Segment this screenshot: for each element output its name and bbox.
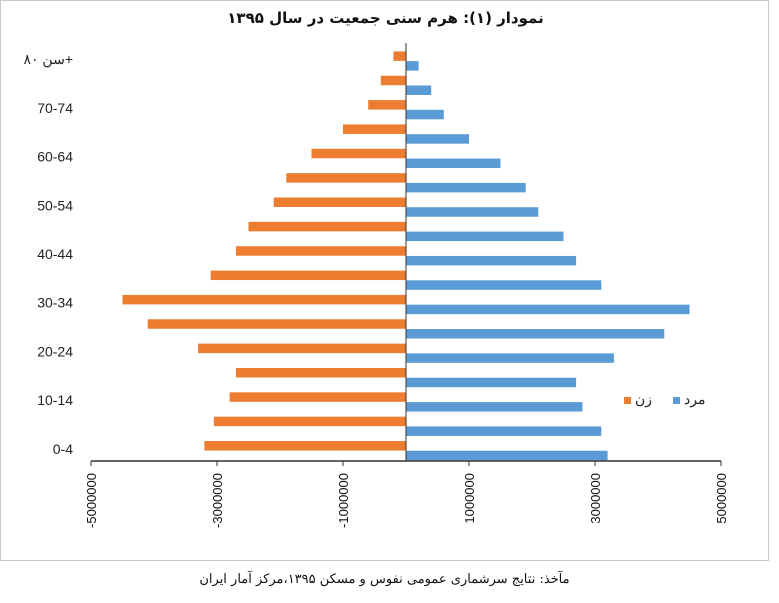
bar-female-7	[210, 270, 406, 281]
x-tick-label: 5000000	[714, 473, 729, 524]
legend-label-female: زن	[635, 391, 652, 408]
bar-male-2	[406, 402, 583, 412]
y-tick-label: 10-14	[37, 392, 73, 408]
y-tick-label: 30-34	[37, 295, 73, 311]
y-tick-label: 40-44	[37, 246, 73, 262]
bar-male-6	[406, 304, 690, 315]
y-tick-label: 60-64	[37, 149, 73, 165]
bar-male-13	[406, 134, 469, 144]
bar-male-1	[406, 426, 602, 436]
y-tick-label: 70-74	[37, 100, 73, 116]
y-tick-label: 20-24	[37, 343, 73, 359]
x-tick-label: 3000000	[588, 473, 603, 524]
bar-male-3	[406, 377, 577, 388]
bar-male-5	[406, 329, 665, 339]
bar-female-6	[122, 294, 406, 305]
legend-swatch-female	[624, 397, 631, 404]
y-tick-label: 0-4	[53, 441, 73, 457]
bar-male-14	[406, 109, 444, 120]
bar-female-10	[273, 197, 406, 208]
legend-label-male: مرد	[684, 391, 705, 408]
bar-male-12	[406, 158, 501, 169]
bar-male-8	[406, 255, 577, 266]
chart-plot: 0-4 10-14 20-24 30-34 40-44 50-54 60-64 70-74 سن…	[23, 43, 729, 528]
bar-female-16	[393, 51, 406, 61]
y-tick-label: سن ۸۰+	[23, 51, 73, 68]
bar-female-2	[229, 392, 406, 402]
x-tick-label: -5000000	[84, 473, 99, 528]
bar-female-4	[198, 343, 406, 354]
bar-male-4	[406, 353, 614, 363]
chart-title: نمودار (۱): هرم سنی جمعیت در سال ۱۳۹۵	[227, 9, 544, 27]
bar-male-15	[406, 85, 432, 95]
bar-female-9	[248, 221, 406, 232]
x-tick-label: -3000000	[210, 473, 225, 528]
bar-female-0	[204, 441, 406, 451]
bar-male-7	[406, 280, 602, 290]
chart-frame: نمودار (۱): هرم سنی جمعیت در سال ۱۳۹۵ 0-…	[0, 0, 769, 561]
bar-male-10	[406, 207, 539, 217]
bar-female-15	[380, 75, 406, 86]
bar-female-8	[235, 246, 406, 256]
bar-female-12	[311, 148, 406, 159]
bar-male-16	[406, 61, 419, 71]
source-note: مآخذ: نتایج سرشماری عمومی نفوس و مسکن ۱۳…	[199, 572, 570, 587]
bar-female-14	[368, 100, 406, 110]
bar-female-3	[235, 367, 406, 378]
x-tick-label: -1000000	[336, 473, 351, 528]
legend-swatch-male	[673, 397, 680, 404]
bar-female-13	[343, 124, 406, 134]
bar-male-0	[406, 450, 608, 461]
bar-female-5	[147, 319, 406, 329]
x-tick-label: 1000000	[462, 473, 477, 524]
bar-male-11	[406, 182, 526, 193]
bar-female-11	[286, 173, 406, 183]
bar-female-1	[213, 416, 406, 427]
y-tick-label: 50-54	[37, 197, 73, 213]
bar-male-9	[406, 231, 564, 242]
